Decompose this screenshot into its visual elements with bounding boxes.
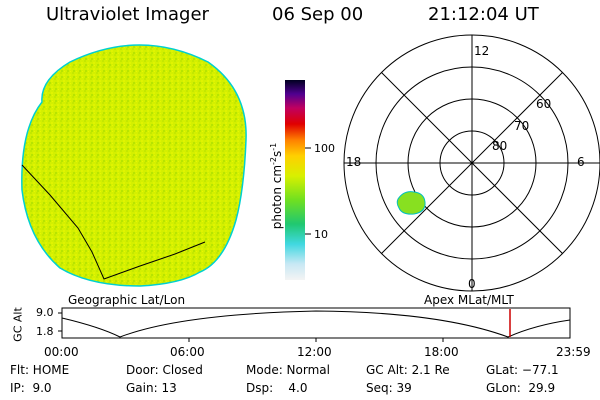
status-gain: Gain: 13: [126, 381, 177, 395]
status-seq: Seq: 39: [366, 381, 412, 395]
status-ip: IP: 9.0: [10, 381, 52, 395]
polar-diagonal-2: [381, 72, 563, 254]
altitude-xtick-1200: 12:00: [297, 345, 332, 359]
mlt-label-18: 18: [346, 155, 362, 169]
status-mode: Mode: Normal: [246, 363, 330, 377]
status-glat: GLat: −77.1: [486, 363, 559, 377]
altitude-ytick-1-8: 1.8: [36, 325, 54, 338]
altitude-xtick-0600: 06:00: [170, 345, 205, 359]
altitude-ytick-9: 9.0: [36, 306, 54, 319]
time-label: 21:12:04 UT: [428, 4, 539, 25]
status-door: Door: Closed: [126, 363, 203, 377]
colorbar-tick-100: 100: [314, 142, 335, 155]
altitude-xtick-1800: 18:00: [424, 345, 459, 359]
altitude-xtick-0000: 00:00: [44, 345, 79, 359]
colorbar: [285, 80, 311, 280]
lat-label-80: 80: [492, 139, 508, 153]
terminator-line: [21, 164, 206, 280]
projection-right-label: Apex MLat/MLT: [424, 293, 514, 307]
auroral-blob: [396, 191, 426, 215]
status-flt: Flt: HOME: [10, 363, 70, 377]
earth-disk: [21, 44, 247, 287]
status-gc-alt: GC Alt: 2.1 Re: [366, 363, 450, 377]
altitude-plot-frame: [61, 307, 571, 339]
date-label: 06 Sep 00: [272, 4, 364, 25]
status-dsp: Dsp: 4.0: [246, 381, 308, 395]
altitude-ylabel: GC Alt: [11, 307, 25, 342]
lat-label-60: 60: [536, 97, 552, 111]
lat-label-70: 70: [514, 119, 530, 133]
projection-left-label: Geographic Lat/Lon: [68, 293, 186, 307]
colorbar-tick-10: 10: [314, 228, 328, 241]
mlt-label-0: 0: [468, 277, 476, 291]
altitude-curve: [61, 310, 571, 338]
altitude-xtick-2359: 23:59: [556, 345, 591, 359]
mlt-label-12: 12: [474, 44, 490, 58]
mlt-label-6: 6: [577, 155, 585, 169]
status-glon: GLon: 29.9: [486, 381, 556, 395]
instrument-title: Ultraviolet Imager: [46, 4, 209, 25]
